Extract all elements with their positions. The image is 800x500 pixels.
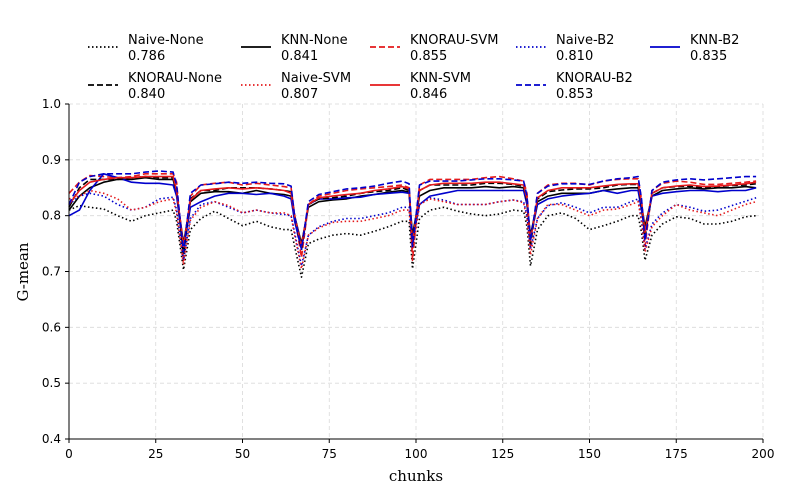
series-layer — [68, 170, 757, 278]
x-tick-label: 25 — [148, 447, 163, 461]
legend-score: 0.835 — [690, 49, 727, 64]
x-tick-label: 50 — [235, 447, 250, 461]
series-line-naive-b2 — [68, 192, 757, 267]
legend-score: 0.786 — [128, 49, 165, 64]
legend-label: Naive-None — [128, 33, 204, 48]
legend-score: 0.855 — [410, 49, 447, 64]
grid — [69, 103, 764, 439]
x-axis-title: chunks — [389, 467, 443, 485]
series-line-knorau-b2 — [68, 170, 757, 253]
x-tick-label: 200 — [752, 447, 775, 461]
y-axis-title: G-mean — [14, 242, 32, 301]
x-tick-label: 100 — [405, 447, 428, 461]
legend-label: KNN-B2 — [690, 33, 739, 48]
legend-score: 0.846 — [410, 87, 447, 102]
legend-label: KNN-SVM — [410, 71, 471, 86]
y-tick-label: 0.5 — [42, 376, 61, 390]
legend-score: 0.853 — [556, 87, 593, 102]
series-line-naive-svm — [68, 189, 757, 270]
legend-item-naive-b2: Naive-B20.810 — [516, 33, 614, 64]
legend-score: 0.840 — [128, 87, 165, 102]
y-tick-label: 0.4 — [42, 432, 61, 446]
legend-label: KNN-None — [281, 33, 348, 48]
x-tick-label: 125 — [491, 447, 514, 461]
x-tick-label: 175 — [665, 447, 688, 461]
x-tick-label: 150 — [578, 447, 601, 461]
y-tick-label: 1.0 — [42, 97, 61, 111]
y-tick-label: 0.8 — [42, 209, 61, 223]
series-line-naive-none — [68, 204, 757, 278]
y-tick-label: 0.9 — [42, 153, 61, 167]
legend: Naive-None0.786KNN-None0.841KNORAU-SVM0.… — [88, 33, 739, 102]
x-tick-label: 0 — [65, 447, 73, 461]
y-tick-label: 0.6 — [42, 320, 61, 334]
legend-score: 0.810 — [556, 49, 593, 64]
legend-label: Naive-SVM — [281, 71, 351, 86]
legend-score: 0.807 — [281, 87, 318, 102]
legend-item-knn-b2: KNN-B20.835 — [650, 33, 739, 64]
legend-label: KNORAU-None — [128, 71, 222, 86]
x-tick-label: 75 — [322, 447, 337, 461]
legend-score: 0.841 — [281, 49, 318, 64]
y-tick-label: 0.7 — [42, 265, 61, 279]
legend-label: KNORAU-B2 — [556, 71, 633, 86]
axes: 0 25 50 75 100 125 150 175 200 0.4 0.5 0.6 0.7 0.8 0.9… — [42, 97, 775, 461]
legend-item-knorau-b2: KNORAU-B20.853 — [516, 71, 633, 102]
legend-label: KNORAU-SVM — [410, 33, 498, 48]
legend-label: Naive-B2 — [556, 33, 614, 48]
